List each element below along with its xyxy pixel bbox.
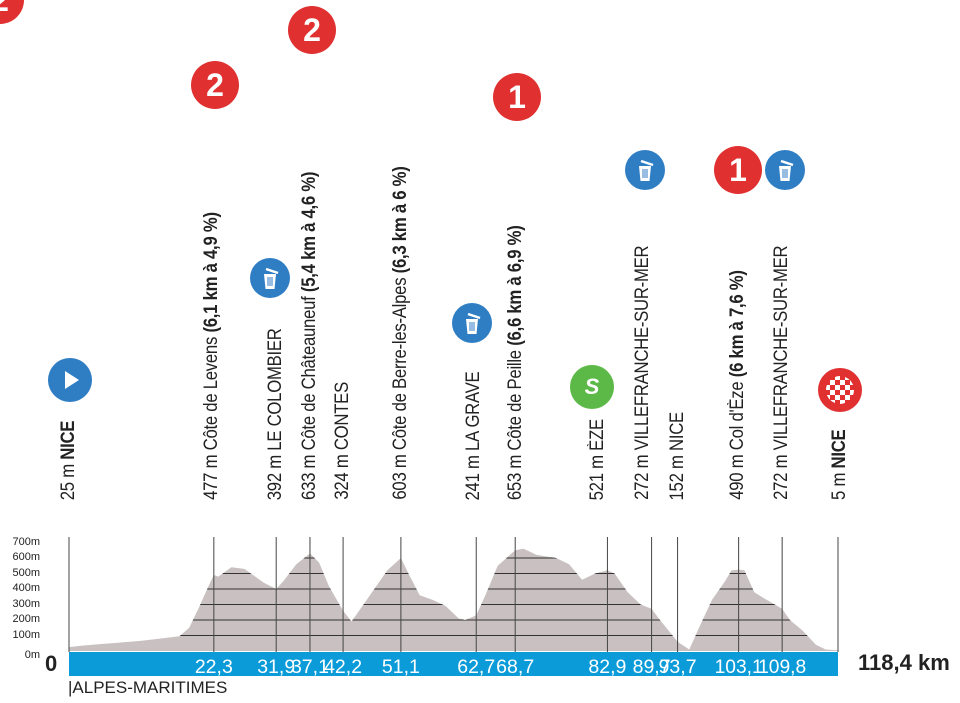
waypoint-label-wrapper: 521 m ÈZE bbox=[586, 419, 610, 500]
x-start-label: 0 bbox=[45, 651, 58, 676]
climb-detail: (6 km à 7,6 %) bbox=[727, 270, 748, 382]
y-tick-label: 0m bbox=[24, 649, 40, 661]
km-marker-label: 109,8 bbox=[758, 657, 806, 678]
climb-detail: (6,3 km à 6 %) bbox=[390, 166, 411, 279]
waypoint-label-wrapper: 490 m Col d'Èze (6 km à 7,6 %) bbox=[726, 271, 750, 500]
kom-category-icon: 1 bbox=[714, 146, 762, 194]
waypoint-name: CONTES bbox=[332, 382, 353, 451]
waypoint-name: NICE bbox=[829, 429, 850, 469]
waypoint-label: 272 m VILLEFRANCHE-SUR-MER bbox=[631, 246, 655, 500]
waypoint-name: Côte de Peille bbox=[505, 350, 526, 451]
waypoint-label-wrapper: 25 m NICE bbox=[57, 421, 81, 500]
y-tick-label: 100m bbox=[12, 628, 40, 641]
waypoint-elevation: 272 m bbox=[632, 450, 653, 500]
y-tick-label: 600m bbox=[12, 551, 40, 563]
waypoint-label: 521 m ÈZE bbox=[586, 419, 610, 500]
km-marker-label: 89,7 bbox=[633, 657, 671, 678]
waypoint-name: LA GRAVE bbox=[463, 371, 484, 451]
waypoint-name: ÈZE bbox=[587, 418, 608, 451]
km-marker-label: 93,7 bbox=[659, 657, 697, 678]
waypoint-elevation: 272 m bbox=[771, 450, 792, 500]
climb-detail: (5,4 km à 4,6 %) bbox=[299, 171, 320, 297]
waypoint-label: 603 m Côte de Berre-les-Alpes (6,3 km à … bbox=[389, 167, 413, 500]
waypoint-label-wrapper: 272 m VILLEFRANCHE-SUR-MER bbox=[631, 246, 655, 500]
distance-bar bbox=[69, 652, 838, 676]
waypoint-label: 152 m NICE bbox=[666, 412, 690, 500]
waypoint-label: 272 m VILLEFRANCHE-SUR-MER bbox=[770, 246, 794, 500]
finish-flag-icon bbox=[818, 368, 862, 412]
km-marker-label: 51,1 bbox=[382, 657, 420, 678]
climb-detail: (6,1 km à 4,9 %) bbox=[201, 212, 222, 338]
waypoint-elevation: 324 m bbox=[332, 450, 353, 500]
elevation-profile bbox=[69, 548, 838, 651]
km-marker-label: 62,7 bbox=[457, 657, 495, 678]
waypoint-elevation: 633 m bbox=[299, 450, 320, 500]
waypoint-label: 5 m NICE bbox=[828, 430, 852, 500]
waypoint-label: 324 m CONTES bbox=[331, 382, 355, 500]
region-label: |ALPES-MARITIMES bbox=[68, 678, 228, 697]
waypoint-label: 25 m NICE bbox=[57, 421, 81, 500]
waypoint-label-wrapper: 392 m LE COLOMBIER bbox=[264, 328, 288, 500]
waypoint-elevation: 25 m bbox=[58, 459, 79, 500]
climb-detail: (6,6 km à 6,9 %) bbox=[505, 225, 526, 351]
waypoint-label-wrapper: 241 m LA GRAVE bbox=[462, 371, 486, 500]
kom-category-icon: 2 bbox=[288, 6, 336, 54]
kom-category-icon: 2 bbox=[191, 61, 239, 109]
waypoint-elevation: 241 m bbox=[463, 450, 484, 500]
total-distance: 118,4 km bbox=[858, 650, 950, 675]
y-tick-label: 500m bbox=[12, 566, 40, 579]
waypoint-label: 653 m Côte de Peille (6,6 km à 6,9 %) bbox=[504, 225, 528, 500]
waypoint-name: VILLEFRANCHE-SUR-MER bbox=[771, 245, 792, 451]
feed-zone-trash-icon bbox=[250, 258, 290, 298]
start-play-icon bbox=[48, 358, 92, 402]
km-marker-label: 22,3 bbox=[195, 657, 233, 678]
waypoint-label: 241 m LA GRAVE bbox=[462, 371, 486, 500]
waypoint-label: 633 m Côte de Châteauneuf (5,4 km à 4,6 … bbox=[298, 172, 322, 500]
waypoint-label-wrapper: 633 m Côte de Châteauneuf (5,4 km à 4,6 … bbox=[298, 172, 322, 500]
waypoint-label-wrapper: 152 m NICE bbox=[666, 412, 690, 500]
y-tick-label: 400m bbox=[12, 582, 40, 594]
waypoint-name: NICE bbox=[667, 411, 688, 451]
waypoint-name: VILLEFRANCHE-SUR-MER bbox=[632, 245, 653, 451]
waypoint-elevation: 490 m bbox=[727, 450, 748, 500]
waypoint-label-wrapper: 477 m Côte de Levens (6,1 km à 4,9 %) bbox=[200, 212, 224, 500]
feed-zone-trash-icon bbox=[452, 303, 492, 343]
waypoint-elevation: 392 m bbox=[265, 450, 286, 500]
waypoint-label-wrapper: 272 m VILLEFRANCHE-SUR-MER bbox=[770, 246, 794, 500]
waypoint-elevation: 653 m bbox=[505, 450, 526, 500]
km-marker-label: 82,9 bbox=[588, 657, 626, 678]
waypoint-name: Côte de Levens bbox=[201, 337, 222, 451]
km-marker-label: 37,1 bbox=[291, 657, 329, 678]
km-marker-label: 42,2 bbox=[324, 657, 362, 678]
waypoint-label-wrapper: 5 m NICE bbox=[828, 430, 852, 500]
feed-zone-trash-icon bbox=[765, 150, 805, 190]
y-tick-label: 300m bbox=[12, 597, 40, 610]
waypoint-name: LE COLOMBIER bbox=[265, 328, 286, 451]
waypoint-name: Côte de Berre-les-Alpes bbox=[390, 278, 411, 451]
waypoint-name: Col d'Èze bbox=[727, 381, 748, 451]
kom-category-icon: 1 bbox=[493, 73, 541, 121]
waypoint-elevation: 521 m bbox=[587, 450, 608, 500]
waypoint-elevation: 152 m bbox=[667, 450, 688, 500]
waypoint-label-wrapper: 324 m CONTES bbox=[331, 382, 355, 500]
waypoint-label: 392 m LE COLOMBIER bbox=[264, 328, 288, 500]
y-tick-label: 700m bbox=[12, 535, 40, 548]
km-marker-label: 31,9 bbox=[257, 657, 295, 678]
waypoint-name: NICE bbox=[58, 420, 79, 460]
km-marker-label: 103,1 bbox=[715, 657, 763, 678]
waypoint-name: Côte de Châteauneuf bbox=[299, 296, 320, 451]
km-marker-label: 68,7 bbox=[496, 657, 534, 678]
sprint-icon: S bbox=[570, 365, 614, 409]
waypoint-elevation: 5 m bbox=[829, 468, 850, 500]
waypoint-elevation: 603 m bbox=[390, 450, 411, 500]
waypoint-label-wrapper: 603 m Côte de Berre-les-Alpes (6,3 km à … bbox=[389, 167, 413, 500]
waypoint-label: 477 m Côte de Levens (6,1 km à 4,9 %) bbox=[200, 212, 224, 500]
waypoint-label: 490 m Col d'Èze (6 km à 7,6 %) bbox=[726, 271, 750, 500]
waypoint-label-wrapper: 653 m Côte de Peille (6,6 km à 6,9 %) bbox=[504, 225, 528, 500]
y-tick-label: 200m bbox=[12, 613, 40, 625]
feed-zone-trash-icon bbox=[625, 150, 665, 190]
waypoint-elevation: 477 m bbox=[201, 450, 222, 500]
